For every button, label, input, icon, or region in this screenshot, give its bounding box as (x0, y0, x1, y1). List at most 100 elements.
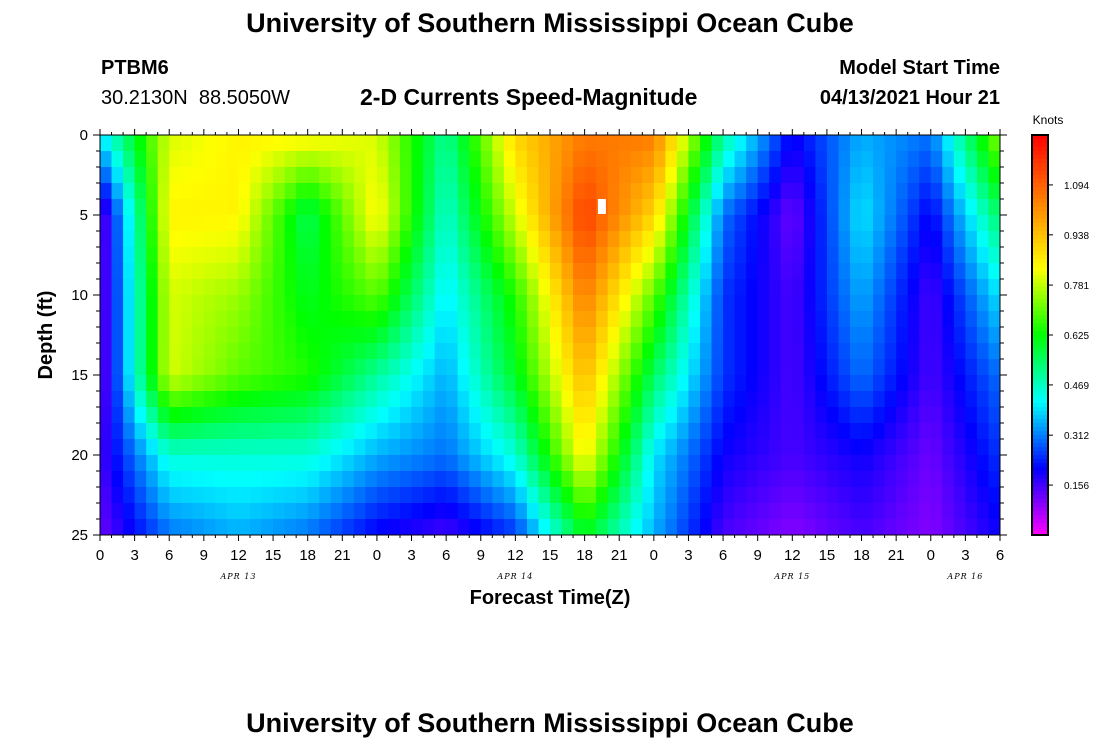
heatmap-cell (226, 151, 240, 168)
x-axis-title: Forecast Time(Z) (470, 587, 631, 609)
heatmap-cell (330, 247, 343, 264)
heatmap-cell (342, 391, 355, 408)
x-tick-label: 6 (719, 547, 727, 564)
heatmap-cell (226, 487, 240, 504)
heatmap-cell (146, 407, 159, 424)
heatmap-cell (953, 391, 966, 408)
heatmap-cell (480, 391, 493, 408)
heatmap-cell (503, 391, 516, 408)
heatmap-cell (446, 215, 459, 232)
heatmap-cell (665, 279, 678, 296)
heatmap-cell (169, 519, 182, 535)
heatmap-cell (169, 135, 182, 152)
heatmap-cell (769, 263, 782, 280)
heatmap-cell (123, 247, 136, 264)
heatmap-cell (873, 183, 886, 200)
heatmap-cell (988, 391, 1000, 408)
heatmap-cell (146, 247, 159, 264)
heatmap-cell (607, 471, 620, 488)
heatmap-cell (757, 455, 770, 472)
heatmap-cell (100, 231, 113, 248)
colorbar-segment (1032, 399, 1048, 404)
heatmap-cell (492, 487, 505, 504)
heatmap-cell (665, 199, 678, 216)
heatmap-cell (884, 471, 897, 488)
heatmap-cell (723, 295, 736, 312)
colorbar-segment (1032, 235, 1048, 240)
heatmap-cell (873, 391, 886, 408)
heatmap-cell (884, 519, 897, 535)
heatmap-cell (480, 407, 493, 424)
heatmap-cell (411, 455, 424, 472)
heatmap-cell (838, 199, 851, 216)
heatmap-cell (607, 199, 620, 216)
heatmap-cell (157, 231, 170, 248)
heatmap-cell (192, 135, 205, 152)
heatmap-cell (238, 151, 251, 168)
heatmap-cell (180, 263, 193, 280)
heatmap-cell (596, 471, 609, 488)
heatmap-cell (619, 375, 632, 392)
heatmap-cell (526, 327, 540, 344)
heatmap-cell (180, 343, 193, 360)
heatmap-cell (226, 503, 240, 520)
heatmap-cell (976, 231, 990, 248)
heatmap-cell (746, 279, 759, 296)
heatmap-cell (261, 375, 274, 392)
heatmap-cell (803, 135, 816, 152)
heatmap-cell (446, 503, 459, 520)
heatmap-cell (850, 295, 863, 312)
heatmap-cell (203, 423, 216, 440)
heatmap-cell (700, 279, 713, 296)
heatmap-cell (757, 311, 770, 328)
heatmap-cell (296, 503, 309, 520)
heatmap-cell (307, 279, 320, 296)
heatmap-cell (711, 231, 724, 248)
heatmap-cell (769, 247, 782, 264)
heatmap-cell (780, 503, 793, 520)
heatmap-cell (111, 391, 124, 408)
heatmap-cell (123, 199, 136, 216)
heatmap-cell (792, 151, 805, 168)
colorbar-segment (1032, 207, 1048, 212)
heatmap-cell (261, 199, 274, 216)
heatmap-cell (180, 247, 193, 264)
heatmap-cell (780, 375, 793, 392)
heatmap-cell (619, 407, 632, 424)
heatmap-cell (330, 455, 343, 472)
colorbar-segment (1032, 151, 1048, 156)
colorbar-segment (1032, 199, 1048, 204)
colorbar-segment (1032, 243, 1048, 248)
heatmap-cell (815, 199, 828, 216)
heatmap-cell (734, 215, 747, 232)
heatmap-cell (388, 151, 401, 168)
heatmap-cell (550, 439, 563, 456)
heatmap-cell (515, 263, 528, 280)
heatmap-cell (157, 407, 170, 424)
heatmap-cell (146, 327, 159, 344)
heatmap-cell (215, 263, 228, 280)
heatmap-cell (480, 503, 493, 520)
colorbar-segment (1032, 519, 1048, 524)
heatmap-cell (503, 183, 516, 200)
heatmap-cell (353, 183, 366, 200)
heatmap-cell (273, 503, 286, 520)
heatmap-cell (342, 279, 355, 296)
heatmap-cell (492, 151, 505, 168)
heatmap-cell (942, 263, 955, 280)
heatmap-cell (688, 279, 701, 296)
heatmap-cell (573, 311, 586, 328)
heatmap-cell (642, 279, 655, 296)
heatmap-cell (803, 231, 816, 248)
heatmap-cell (307, 231, 320, 248)
heatmap-cell (584, 391, 597, 408)
x-tick-label: 12 (507, 547, 524, 564)
heatmap-cell (146, 183, 159, 200)
heatmap-cell (146, 359, 159, 376)
heatmap-cell (446, 199, 459, 216)
heatmap-cell (457, 391, 470, 408)
heatmap-cell (446, 247, 459, 264)
heatmap-cell (273, 215, 286, 232)
heatmap-cell (411, 279, 424, 296)
heatmap-cell (538, 151, 551, 168)
